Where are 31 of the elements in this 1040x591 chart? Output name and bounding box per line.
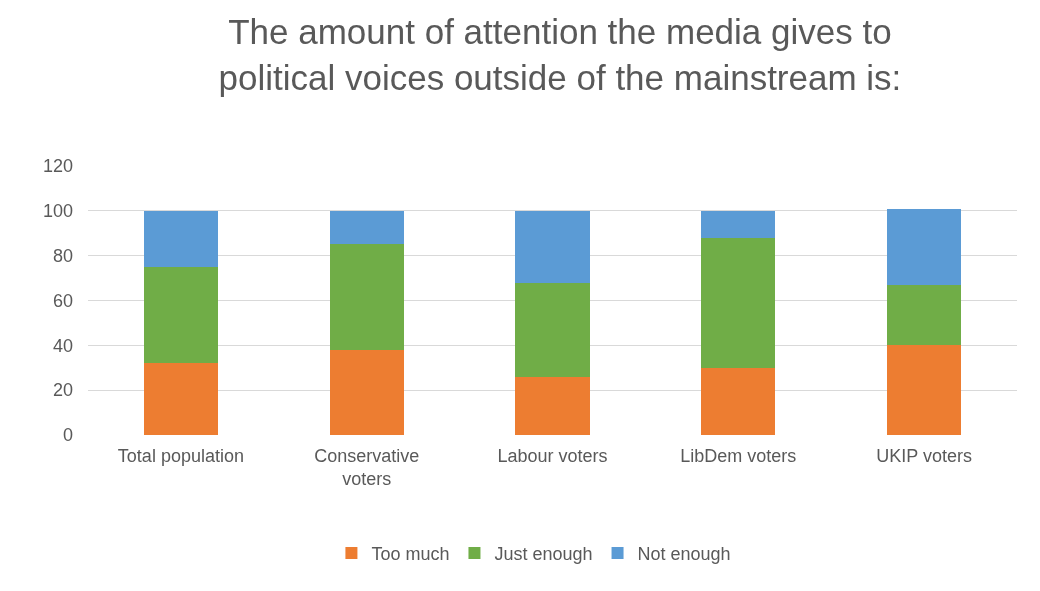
chart-title: The amount of attention the media gives to political voices outside of the mainstream is: — [218, 12, 902, 97]
bar — [701, 367, 776, 435]
x-tick-label: Total population — [117, 446, 244, 466]
x-tick-label: Conservative voters — [314, 446, 420, 490]
bar — [701, 237, 776, 368]
bar — [515, 282, 590, 377]
y-tick-label: 120 — [42, 156, 73, 177]
legend-label: Not enough — [637, 544, 731, 565]
bar — [515, 210, 590, 283]
y-tick-label: 0 — [62, 425, 73, 446]
bar — [329, 349, 404, 435]
bar — [143, 363, 219, 435]
x-tick-label: UKIP voters — [876, 446, 972, 466]
y-tick-label: 100 — [42, 201, 73, 222]
bar — [886, 208, 962, 285]
bar — [886, 345, 962, 435]
bar — [143, 266, 219, 364]
x-tick-label: Labour voters — [497, 446, 608, 466]
bar — [701, 210, 776, 238]
x-tick-label: LibDem voters — [680, 446, 797, 466]
y-tick-label: 20 — [52, 380, 73, 401]
y-tick-label: 40 — [52, 335, 73, 356]
legend-label: Just enough — [494, 544, 593, 565]
y-tick-label: 60 — [52, 290, 73, 311]
y-tick-label: 80 — [52, 245, 73, 266]
legend-label: Too much — [371, 544, 450, 565]
bar — [515, 376, 590, 435]
bar — [329, 244, 404, 350]
bar — [143, 210, 219, 267]
bar — [329, 210, 404, 245]
bar — [886, 284, 962, 346]
